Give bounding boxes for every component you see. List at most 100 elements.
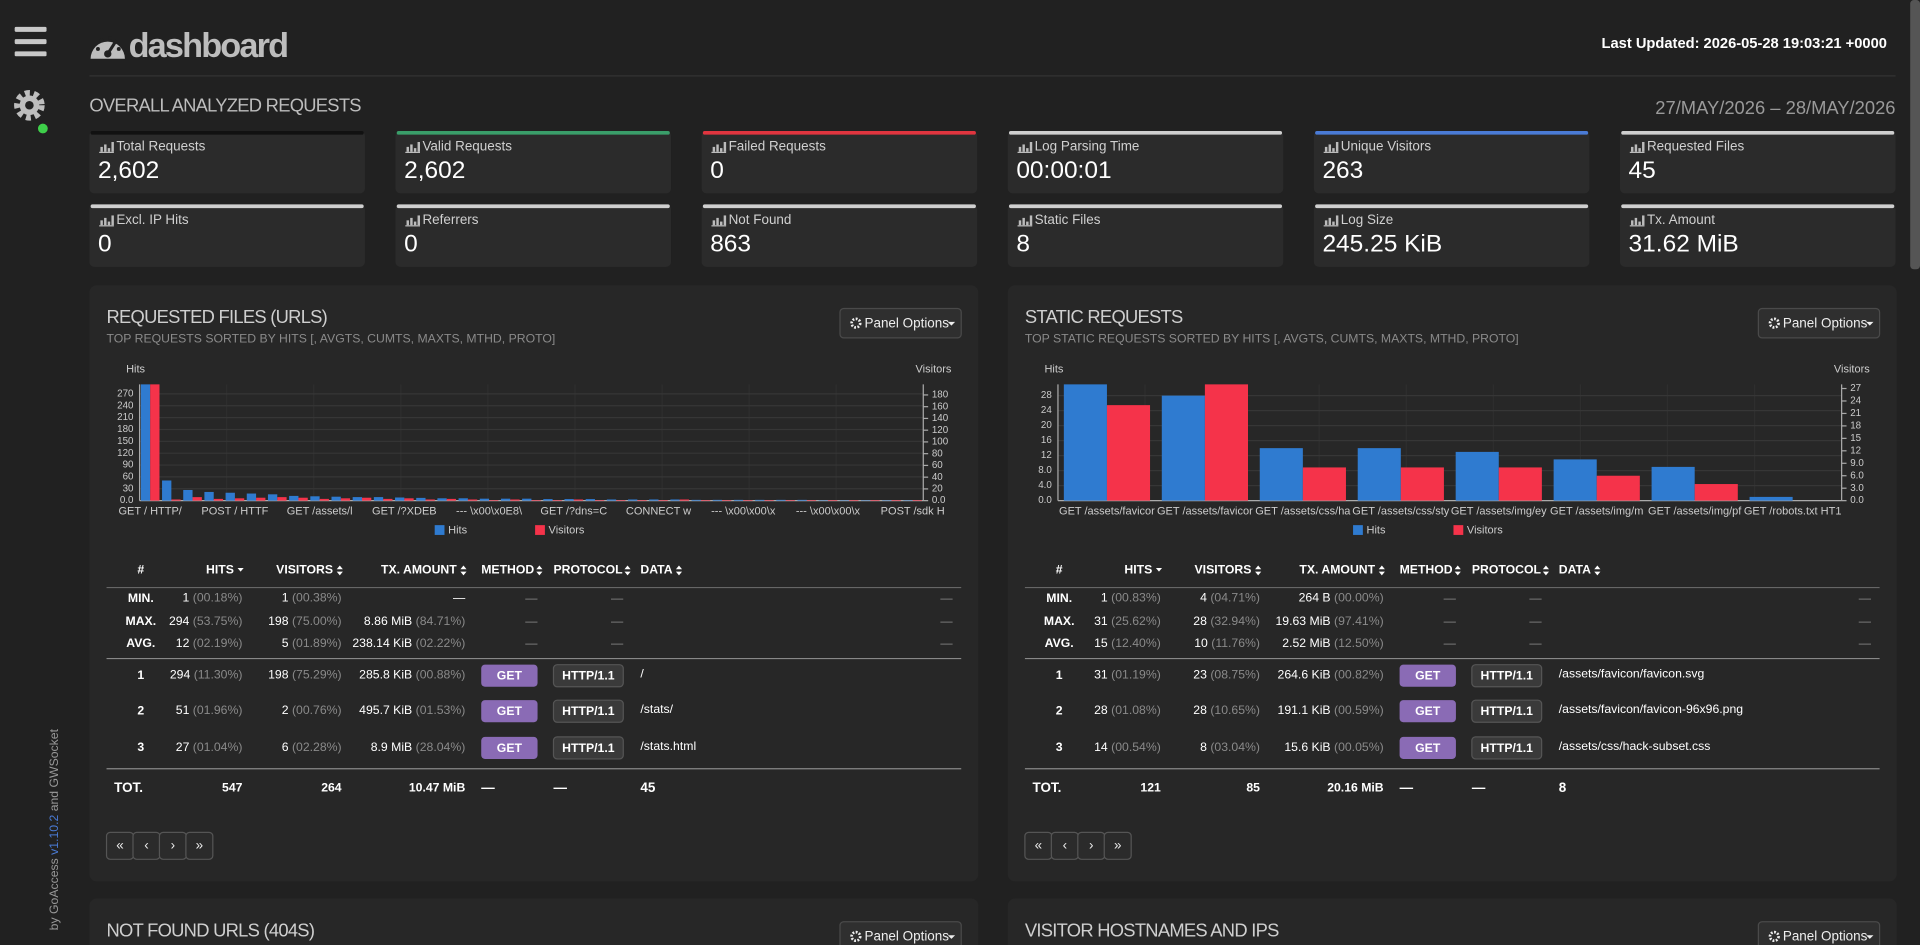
cell-percent: (25.62%) — [1111, 614, 1161, 628]
bar — [150, 384, 160, 501]
icon-bar — [1638, 221, 1641, 226]
icon-bar — [1022, 217, 1025, 226]
bar — [467, 499, 478, 501]
bar — [458, 498, 468, 501]
cell: — — [611, 614, 624, 628]
cell: 10.47 MiB — [409, 781, 466, 795]
y2-tick-label: 180 — [932, 390, 949, 401]
summary-row: MIN. 1 (00.83%) 4 (04.71%) 264 B (00.00%) — —… — [1046, 591, 1872, 605]
pager-button[interactable]: › — [158, 831, 187, 860]
sort-icon — [1155, 567, 1163, 572]
method-label: GET — [497, 704, 523, 718]
icon-base — [1323, 151, 1339, 154]
bar — [395, 497, 405, 501]
data-cell: /assets/favicon/favicon-96x96.png — [1559, 702, 1744, 716]
button-body — [1757, 921, 1881, 945]
cell: — — [1444, 614, 1457, 628]
column-header[interactable]: DATA — [640, 563, 683, 577]
bar — [1455, 451, 1499, 501]
cell-percent: (01.19%) — [1111, 668, 1161, 682]
method-label: GET — [497, 741, 523, 755]
pager-button[interactable]: » — [185, 831, 214, 860]
sort-icon — [1454, 565, 1461, 576]
column-header[interactable]: HITS — [1124, 563, 1163, 577]
panel-options-button[interactable]: Panel Options — [839, 307, 962, 339]
cell: 1 (00.38%) — [282, 591, 342, 605]
icon-bar — [104, 144, 107, 152]
card-accent — [396, 204, 670, 209]
card-accent — [396, 130, 670, 135]
column-header[interactable]: PROTOCOL — [553, 563, 631, 577]
pager-button[interactable]: ‹ — [1050, 831, 1079, 860]
legend-label: Hits — [448, 525, 467, 537]
column-header[interactable]: TX. AMOUNT — [381, 563, 467, 577]
cell-value: 264 B — [1299, 591, 1331, 605]
credit-socket[interactable]: GWSocket — [47, 728, 61, 787]
pager-button[interactable]: « — [1024, 831, 1053, 860]
page-title: dashboard — [129, 27, 288, 65]
pager-button[interactable]: « — [105, 831, 135, 860]
button-label: » — [196, 837, 203, 852]
y-tick-label: 4.0 — [1038, 480, 1052, 491]
panel-options-button[interactable]: Panel Options — [1757, 921, 1881, 945]
pager-button[interactable]: › — [1077, 831, 1106, 860]
settings-button[interactable] — [14, 89, 45, 121]
icon-bar — [100, 146, 103, 152]
bar — [1694, 484, 1738, 501]
row-label: TOT. — [1032, 780, 1061, 795]
column-header[interactable]: METHOD — [1400, 563, 1461, 577]
y-tick-label: 8.0 — [1038, 465, 1052, 476]
cell: 15.6 KiB (00.05%) — [1284, 740, 1383, 754]
column-header[interactable]: METHOD — [481, 563, 543, 577]
icon-bar — [413, 148, 417, 152]
x-tick-label: GET /robots.txt HT1 — [1744, 506, 1842, 518]
bar — [319, 498, 329, 501]
protocol-badge — [1471, 699, 1543, 723]
y2-tick-label: 160 — [932, 401, 949, 412]
bar — [267, 494, 278, 501]
chart-icon — [1323, 215, 1339, 227]
panel-subtitle: TOP REQUESTS SORTED BY HITS [, AVGTS, CU… — [107, 331, 556, 345]
card-label: Total Requests — [116, 138, 205, 153]
column-header[interactable]: VISITORS — [1195, 563, 1262, 577]
column-header[interactable]: TX. AMOUNT — [1299, 563, 1385, 577]
icon-base — [711, 151, 727, 154]
protocol-label: HTTP/1.1 — [562, 669, 615, 683]
credit-version[interactable]: v1.10.2 — [47, 815, 61, 855]
y-tick-label: 0.0 — [120, 495, 134, 506]
column-header[interactable]: DATA — [1559, 563, 1601, 577]
legend-swatch — [535, 525, 545, 535]
icon-base — [99, 151, 114, 154]
cell-value: 28 — [1094, 703, 1108, 717]
column-header[interactable]: HITS — [206, 563, 244, 577]
row-label: MAX. — [1044, 614, 1075, 628]
y-tick-label: 16 — [1041, 435, 1052, 446]
card-value: 0 — [404, 230, 418, 257]
panel-options-button[interactable]: Panel Options — [1757, 307, 1881, 339]
cell-percent: (75.29%) — [292, 668, 342, 682]
pager-button[interactable]: ‹ — [132, 831, 161, 860]
scrollbar[interactable] — [1910, 0, 1920, 270]
row-number: 2 — [137, 703, 144, 717]
cell-percent: (00.05%) — [1334, 740, 1384, 754]
x-tick-label: GET / HTTP/ — [118, 506, 182, 518]
cell-percent: (12.40%) — [1111, 636, 1161, 650]
pager-button[interactable]: » — [1103, 831, 1132, 860]
row-label: AVG. — [126, 636, 155, 650]
panel-options-button[interactable]: Panel Options — [839, 921, 962, 945]
cell: — — [1529, 591, 1542, 605]
menu-button[interactable] — [14, 26, 47, 57]
method-badge — [481, 736, 538, 759]
data-row: 3 27 (01.04%) 6 (02.28%) 8.9 MiB (28.04%) GE… — [137, 736, 696, 760]
sort-icon — [1378, 565, 1385, 576]
cell-percent: (01.53%) — [416, 703, 466, 717]
icon-bar — [720, 221, 723, 226]
protocol-badge — [1471, 736, 1543, 760]
column-header[interactable]: PROTOCOL — [1472, 563, 1549, 577]
card-label: Not Found — [729, 212, 792, 227]
card-value: 0 — [710, 157, 724, 184]
cell-value: 1 — [282, 591, 289, 605]
card-body — [701, 204, 978, 267]
column-header[interactable]: VISITORS — [276, 563, 343, 577]
card-accent — [702, 204, 976, 209]
